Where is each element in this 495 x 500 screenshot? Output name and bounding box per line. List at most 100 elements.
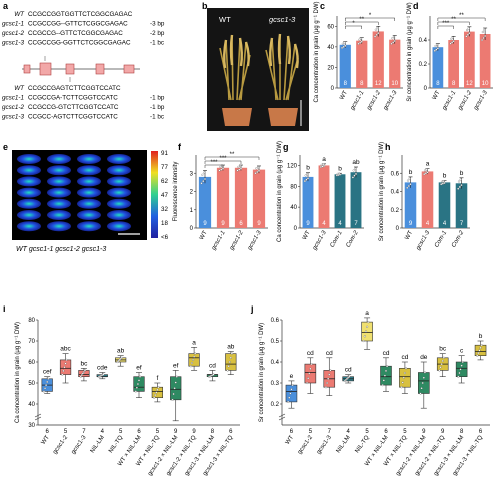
deletion-tag: -1 bc [150,40,164,47]
data-point [348,375,351,378]
y-tick-label: 1 [190,208,194,214]
seed [17,165,41,176]
bar [464,31,475,89]
panel-e: e 91 77 62 47 32 18 <6 WT gcsc1-1 gcsc1-2 gcsc… [3,142,169,253]
chart-f: f 0 1 2 3 Fluorescence intensity 9 WT 9 gcsc1-1 6… [173,142,268,251]
significance-letter: ef [173,362,179,369]
sample-size: 7 [328,429,332,435]
colorbar-tick-label: 62 [161,178,168,185]
significance-letter: b [460,170,464,177]
data-point [401,381,404,384]
data-point [134,390,137,393]
box [285,384,298,403]
bar [479,34,491,88]
deletion-tag: -1 bp [150,104,165,111]
y-tick-label: 0 [331,86,335,92]
significance-letter: b [409,169,413,176]
seed [107,221,131,232]
sample-size: 5 [403,429,407,435]
significance-letter: ab [227,344,235,351]
data-point [383,374,386,377]
data-point [174,381,177,384]
data-point [42,390,46,393]
data-point [373,35,377,38]
data-point [404,367,408,370]
seed [77,165,101,176]
data-point [426,171,429,174]
sample-size: 9 [306,221,310,227]
data-point [451,36,454,39]
y-tick-label: 0.4 [271,360,280,366]
significance-letter: cd [326,350,333,357]
y-tick-label: 80 [290,184,297,190]
data-point [200,182,203,185]
seed [47,154,71,164]
data-point [203,171,206,174]
y-tick-label: 0.2 [391,208,400,214]
panel-letter-g: g [283,142,289,152]
seed [77,154,101,164]
axis-break [34,413,42,421]
bar [318,165,330,228]
bar [438,182,451,228]
data-point [457,375,460,378]
data-point [478,349,481,352]
data-point [344,44,347,47]
category-label: gcsc1-3 [383,89,399,111]
data-point [476,354,479,357]
data-point [229,356,232,359]
sequence-text: CCGCCGA-TCTTCGGTCCATC [28,95,118,102]
significance-stars: ** [359,17,364,23]
data-point [136,382,139,386]
data-point [343,41,346,44]
y-tick-label: 50 [28,381,35,387]
data-point [238,168,241,171]
sample-size: 8 [360,81,364,87]
category-label: gcsc1-2 [229,229,245,251]
data-point [220,168,223,171]
seed [47,187,71,198]
category-label: WT [302,230,312,241]
box [361,321,373,342]
seed [77,187,101,198]
sample-size: 5 [119,429,123,435]
sample-size: 4 [426,221,430,227]
data-point [421,381,424,385]
sequence-name: gcsc1-1 [2,95,24,102]
data-point [288,396,291,399]
box [380,365,392,386]
data-point [354,172,358,175]
data-point [340,46,344,49]
data-point [392,35,395,38]
data-point [309,367,312,370]
bar [302,176,314,228]
sample-size: 7 [460,221,464,227]
sample-size: 4 [347,429,351,435]
bar [372,31,384,88]
sequence-name: gcsc1-3 [2,40,25,47]
category-label: WT [432,90,442,101]
data-point [120,356,123,359]
significance-stars: * [352,21,355,27]
box [474,344,487,357]
data-point [452,40,455,43]
data-point [81,372,84,375]
y-tick-label: 0.5 [271,339,280,345]
category-label: NIL-TQ [355,434,371,454]
data-point [155,391,158,394]
data-point [468,32,471,35]
data-point [376,26,379,30]
panel-letter-c: c [320,1,325,11]
y-tick-label: 0.4 [419,38,428,44]
data-point [230,352,233,355]
significance-letter: ef [136,365,142,372]
axis-break [278,413,286,421]
y-tick-label: 40 [290,205,297,211]
data-point [226,369,229,372]
colorbar [151,151,158,238]
category-label: Com-1 [434,230,448,249]
data-point [221,167,225,170]
seed [107,176,131,187]
data-point [359,41,362,44]
significance-stars: ** [230,152,235,158]
